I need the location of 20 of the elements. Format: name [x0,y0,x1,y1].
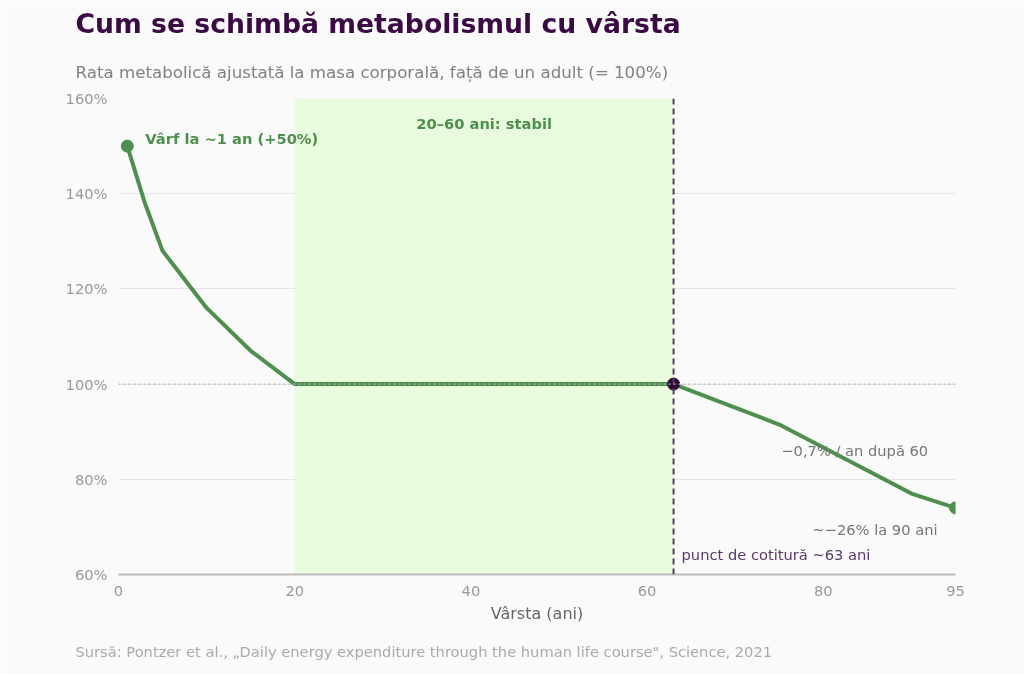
x-tick-label: 20 [285,581,305,599]
x-tick-label: 60 [637,581,657,599]
x-tick-label: 40 [461,581,481,599]
x-tick-label: 95 [946,581,965,599]
annotation: Vârf la ~1 an (+50%) [145,129,319,147]
y-tick-label: 60% [74,566,108,583]
ref-line-label: punct de cotitură ~63 ani [681,545,871,563]
x-tick-label: 0 [113,581,124,599]
band-label: 20–60 ani: stabil [416,114,552,132]
x-axis-title: Vârsta (ani) [490,603,584,623]
y-tick-label: 160% [65,90,108,107]
text: Sursă: Pontzer et al., „Daily energy expenditure through the human life course", Science, 2021 [75,642,773,660]
y-tick-label: 120% [65,280,108,298]
annotation: ~−26% la 90 ani [812,521,938,539]
y-tick-label: 80% [74,470,108,488]
chart-subtitle: Rata metabolică ajustată la masa corporală, față de un adult (= 100%) [75,62,669,82]
chart-title: Cum se schimbă metabolismul cu vârsta [75,7,681,39]
y-tick-label: 140% [65,185,108,203]
y-tick-label: 100% [65,375,108,393]
x-tick-label: 80 [814,581,833,599]
